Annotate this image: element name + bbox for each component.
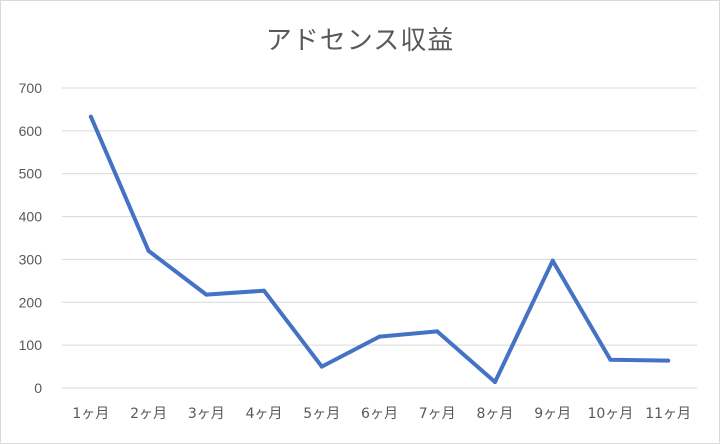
x-tick-label: 11ヶ月 [645,406,691,422]
series-layer [88,114,671,384]
y-tick-label: 600 [19,123,43,139]
series-line-0 [88,114,671,384]
data-point [377,334,382,339]
data-point [435,329,440,334]
data-point [319,364,324,369]
y-tick-label: 300 [19,251,43,267]
y-tick-label: 500 [19,166,43,182]
x-tick-label: 3ヶ月 [188,406,225,422]
x-tick-label: 1ヶ月 [72,406,109,422]
x-tick-label: 2ヶ月 [130,406,167,422]
x-axis-ticks: 1ヶ月 2ヶ月 3ヶ月 4ヶ月 5ヶ月 6ヶ月 7ヶ月 8ヶ月 9ヶ月 10ヶ月 11ヶ月 [72,406,691,422]
x-tick-label: 6ヶ月 [361,406,398,422]
y-tick-label: 100 [19,337,43,353]
x-tick-label: 8ヶ月 [476,406,513,422]
x-tick-label: 7ヶ月 [419,406,456,422]
data-point [146,248,151,253]
x-tick-label: 10ヶ月 [587,406,633,422]
data-point [262,288,267,293]
y-tick-label: 0 [34,380,42,396]
x-tick-label: 4ヶ月 [246,406,283,422]
x-tick-label: 5ヶ月 [303,406,340,422]
gridlines [62,87,697,389]
y-tick-label: 400 [19,209,43,225]
data-point [666,358,671,363]
data-point [550,258,555,263]
chart-title: アドセンス収益 [265,26,455,56]
data-point [492,380,497,384]
y-tick-label: 700 [19,80,43,96]
data-point [204,292,209,297]
data-point [608,357,613,362]
y-axis-ticks: 0 100 200 300 400 500 600 700 [19,80,43,396]
data-point [88,114,93,119]
y-tick-label: 200 [19,294,43,310]
x-tick-label: 9ヶ月 [534,406,571,422]
